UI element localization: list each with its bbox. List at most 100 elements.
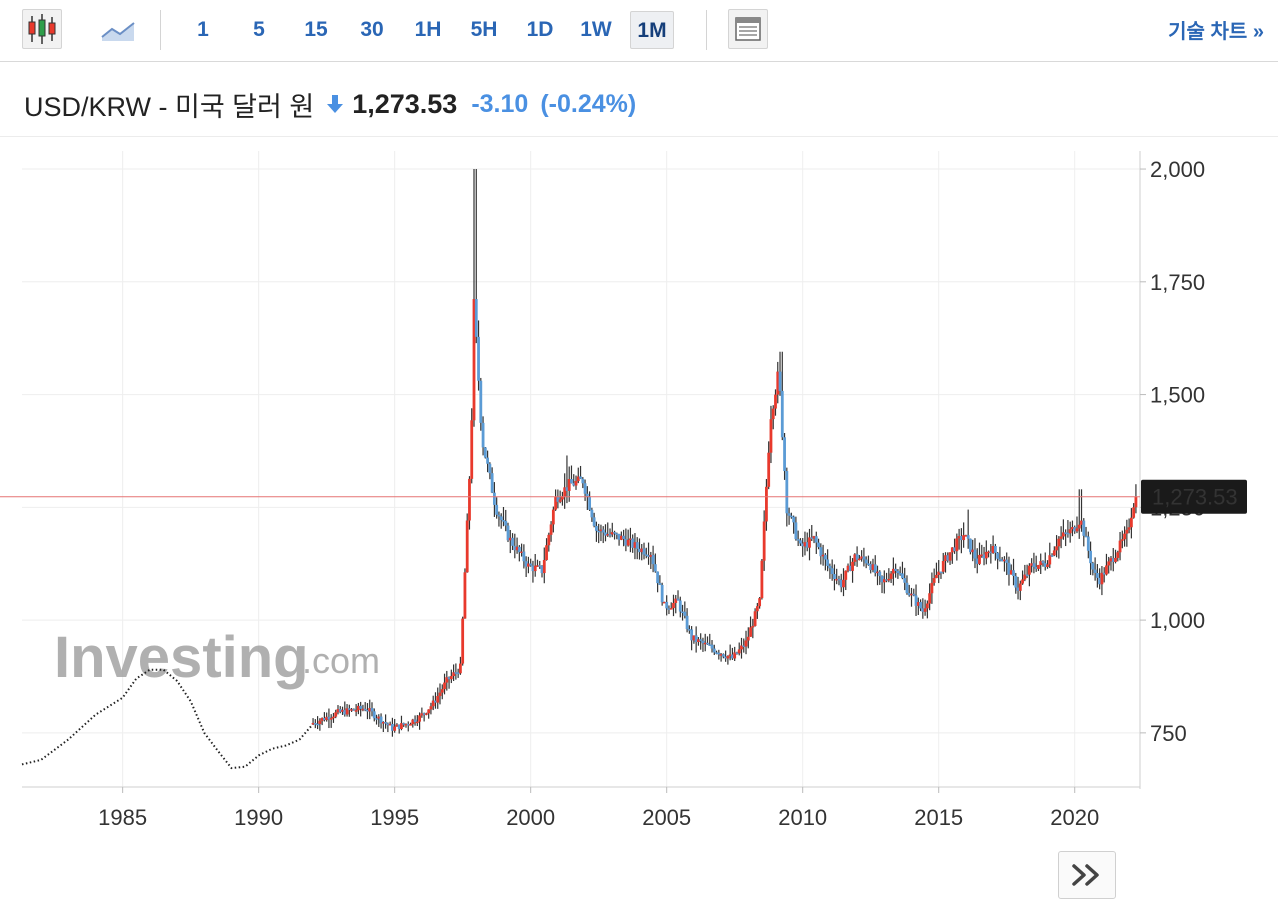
interval-15[interactable]: 15 bbox=[304, 18, 328, 41]
scroll-to-latest-button[interactable] bbox=[1058, 851, 1116, 899]
candle-up bbox=[461, 618, 465, 664]
candle-up bbox=[887, 578, 891, 581]
candle-up bbox=[1116, 552, 1120, 558]
candle-down bbox=[1091, 563, 1095, 570]
candle-down bbox=[406, 723, 410, 726]
candle-up bbox=[325, 716, 329, 721]
interval-1[interactable]: 1 bbox=[197, 18, 209, 41]
candle-down bbox=[1082, 520, 1086, 536]
candle-down bbox=[615, 533, 619, 535]
chart-canvas[interactable]: Investing.com 7501,0001,2501,5001,7502,0… bbox=[0, 137, 1278, 849]
candle-up bbox=[769, 419, 773, 453]
candle-up bbox=[749, 627, 752, 637]
candle-up bbox=[633, 542, 637, 548]
candle-up bbox=[760, 560, 764, 599]
candle-up bbox=[334, 712, 338, 717]
chart-grid bbox=[22, 151, 1141, 789]
candle-down bbox=[579, 476, 582, 479]
candle-down bbox=[524, 561, 528, 567]
candle-up bbox=[851, 561, 854, 571]
candle-up bbox=[871, 564, 875, 571]
interval-5[interactable]: 5 bbox=[253, 18, 265, 41]
candle-down bbox=[454, 672, 458, 674]
candle-down bbox=[447, 677, 451, 680]
candle-down bbox=[513, 545, 517, 551]
interval-30[interactable]: 30 bbox=[360, 18, 384, 41]
candle-down bbox=[880, 576, 884, 583]
technical-chart-link[interactable]: 기술 차트 » bbox=[1168, 21, 1264, 43]
candle-down bbox=[896, 570, 900, 573]
candle-up bbox=[420, 713, 424, 716]
candle-up bbox=[1120, 539, 1124, 541]
candle-down bbox=[608, 534, 612, 536]
candle-down bbox=[601, 529, 605, 533]
candle-up bbox=[853, 554, 857, 562]
candle-down bbox=[959, 536, 963, 541]
candle-down bbox=[522, 551, 526, 562]
candle-down bbox=[1007, 562, 1011, 575]
candle-up bbox=[1018, 583, 1022, 591]
candle-down bbox=[1084, 535, 1088, 538]
candle-up bbox=[515, 546, 519, 551]
interval-1d[interactable]: 1D bbox=[526, 18, 554, 41]
candle-down bbox=[792, 516, 796, 523]
line-chart-icon[interactable] bbox=[98, 9, 138, 49]
interval-1m[interactable]: 1M bbox=[630, 11, 674, 49]
candle-down bbox=[694, 635, 698, 643]
candle-down bbox=[372, 711, 376, 719]
investing-watermark: Investing.com bbox=[54, 625, 380, 690]
layout-panel-icon[interactable] bbox=[728, 9, 768, 49]
candle-down bbox=[613, 532, 616, 534]
candle-up bbox=[842, 579, 845, 588]
price-chart[interactable]: Investing.com 7501,0001,2501,5001,7502,0… bbox=[0, 136, 1278, 899]
interval-1w[interactable]: 1W bbox=[580, 18, 612, 41]
candle-up bbox=[964, 535, 968, 537]
candle-down bbox=[1050, 555, 1054, 557]
candle-down bbox=[914, 595, 918, 606]
candle-down bbox=[817, 542, 820, 548]
candle-up bbox=[980, 554, 984, 556]
candle-up bbox=[610, 532, 614, 535]
candle-up bbox=[882, 579, 886, 583]
watermark-brand: Investing bbox=[54, 625, 309, 690]
candle-up bbox=[1048, 555, 1052, 565]
candle-down bbox=[422, 713, 426, 715]
candle-up bbox=[599, 529, 603, 532]
candle-up bbox=[776, 371, 780, 395]
candle-down bbox=[540, 565, 544, 574]
candle-down bbox=[789, 515, 793, 518]
candle-up bbox=[542, 559, 546, 574]
interval-1h[interactable]: 1H bbox=[414, 18, 442, 41]
candle-down bbox=[647, 555, 650, 557]
candle-up bbox=[987, 551, 990, 554]
candle-down bbox=[810, 537, 814, 539]
candle-up bbox=[821, 554, 825, 557]
candle-down bbox=[710, 644, 714, 649]
candle-down bbox=[814, 536, 818, 543]
candle-down bbox=[939, 571, 943, 574]
candle-down bbox=[828, 565, 832, 569]
candle-up bbox=[533, 565, 537, 572]
candle-up bbox=[1129, 517, 1133, 528]
candle-down bbox=[366, 709, 369, 712]
candle-down bbox=[1102, 572, 1106, 575]
candle-up bbox=[692, 635, 696, 641]
candle-down bbox=[878, 571, 882, 577]
candle-up bbox=[574, 481, 578, 486]
candle-down bbox=[592, 517, 596, 526]
candle-up bbox=[1037, 565, 1040, 569]
candle-down bbox=[352, 709, 356, 711]
interval-5h[interactable]: 5H bbox=[470, 18, 498, 41]
candle-up bbox=[674, 598, 678, 603]
candle-down bbox=[1064, 532, 1068, 534]
candle-up bbox=[554, 496, 558, 510]
candlestick-chart-icon[interactable] bbox=[22, 9, 62, 49]
candle-up bbox=[726, 656, 730, 659]
candle-up bbox=[950, 547, 954, 553]
candle-down bbox=[1098, 577, 1102, 585]
candle-up bbox=[937, 571, 941, 575]
candle-down bbox=[989, 551, 993, 554]
candle-down bbox=[1012, 570, 1015, 576]
candle-down bbox=[506, 525, 510, 541]
candle-up bbox=[567, 479, 571, 491]
